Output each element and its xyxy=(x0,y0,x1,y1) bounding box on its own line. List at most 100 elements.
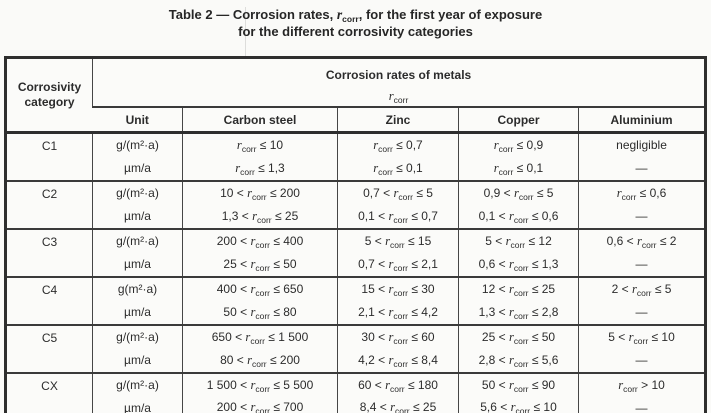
em-dash: — xyxy=(635,257,648,271)
cell-C4-carbon-steel-2: 50 < rcorr ≤ 80 xyxy=(182,300,338,325)
cell-C5-units-1: g/(m²·a) xyxy=(92,323,183,349)
rcorr-subscript: corr xyxy=(255,287,270,298)
rcorr-variable: r xyxy=(247,185,252,200)
rcorr-variable: r xyxy=(616,185,622,200)
cell-C2-zinc-1: 0,7 < rcorr ≤ 5 xyxy=(337,179,459,205)
rcorr-variable: r xyxy=(508,304,514,319)
rcorr-variable: r xyxy=(250,256,256,271)
title-rcorr-variable: r xyxy=(336,7,343,22)
rcorr-subscript: corr xyxy=(240,166,255,177)
rcorr-variable: r xyxy=(493,137,499,152)
rcorr-variable: r xyxy=(236,137,242,152)
table-row-C2-1: C2 g/(m²·a) 10 < rcorr ≤ 200 0,7 < rcorr ≤ … xyxy=(5,179,706,229)
rcorr-variable: r xyxy=(508,256,514,271)
cell-C3-zinc-1: 5 < rcorr ≤ 15 xyxy=(337,227,459,253)
em-dash: — xyxy=(635,305,648,319)
rcorr-subscript: corr xyxy=(390,239,405,250)
cell-C5-zinc-2: 4,2 < rcorr ≤ 8,4 xyxy=(337,348,459,373)
title-line2: for the different corrosivity categories xyxy=(238,24,473,39)
category-cell-C3: C3 xyxy=(5,227,93,277)
cell-C3-copper-1: 5 < rcorr ≤ 12 xyxy=(458,227,579,253)
rcorr-subscript: corr xyxy=(395,406,410,413)
rcorr-subscript: corr xyxy=(498,166,514,177)
category-cell-C5: C5 xyxy=(5,323,93,373)
column-header-zinc: Zinc xyxy=(337,107,459,133)
rcorr-variable: r xyxy=(388,256,394,271)
column-header-unit: Unit xyxy=(125,112,149,127)
rcorr-subscript: corr xyxy=(518,191,534,202)
rcorr-subscript: corr xyxy=(633,335,649,346)
rcorr-subscript: corr xyxy=(513,335,529,346)
rcorr-variable: r xyxy=(247,352,252,367)
cell-CX-zinc-1: 60 < rcorr ≤ 180 xyxy=(337,371,459,397)
table-row-CX-2: µm/a 200 < rcorr ≤ 700 8,4 < rcorr ≤ 25 5,6… xyxy=(6,396,706,413)
cell-C5-copper-1: 25 < rcorr ≤ 50 xyxy=(458,323,579,349)
table-row-C4-2: µm/a 50 < rcorr ≤ 80 2,1 < rcorr ≤ 4,2 1,3 … xyxy=(6,300,706,325)
title-line1-post: , for the first year of exposure xyxy=(358,7,543,22)
cell-C1-units-2: µm/a xyxy=(92,156,183,181)
rcorr-subscript: corr xyxy=(250,335,265,346)
rcorr-variable: r xyxy=(250,233,256,248)
rcorr-variable: r xyxy=(250,400,256,413)
rcorr-variable: r xyxy=(252,208,257,223)
column-header-carbon-steel: Carbon steel xyxy=(182,107,338,133)
rcorr-variable: r xyxy=(388,329,394,344)
cell-C5-carbon-steel-2: 80 < rcorr ≤ 200 xyxy=(182,348,338,373)
em-dash: — xyxy=(635,209,648,223)
cell-C5-copper-2: 2,8 < rcorr ≤ 5,6 xyxy=(458,348,579,373)
cell-C3-carbon-steel-2: 25 < rcorr ≤ 50 xyxy=(182,252,338,277)
cell-CX-units-1: g/(m²·a) xyxy=(92,371,183,397)
metals-group-title: Corrosion rates of metals xyxy=(325,68,472,82)
rcorr-subscript: corr xyxy=(393,335,408,346)
corrosion-rates-table: Corrosivity category Corrosion rates of … xyxy=(4,56,708,413)
cell-C2-aluminium-1: rcorr ≤ 0,6 xyxy=(577,179,706,205)
table-row-C5-2: µm/a 80 < rcorr ≤ 200 4,2 < rcorr ≤ 8,4 2,8… xyxy=(6,348,706,373)
rcorr-subscript: corr xyxy=(378,166,393,177)
rcorr-subscript: corr xyxy=(393,287,408,298)
rcorr-subscript: corr xyxy=(252,358,267,369)
cell-C2-carbon-steel-2: 1,3 < rcorr ≤ 25 xyxy=(182,204,338,229)
rcorr-subscript: corr xyxy=(390,383,405,394)
cell-C2-units-1: g/(m²·a) xyxy=(92,179,183,205)
cell-C1-zinc-2: rcorr ≤ 0,1 xyxy=(337,156,459,181)
category-cell-CX: CX xyxy=(5,371,93,413)
rcorr-variable: r xyxy=(618,377,624,392)
rcorr-variable: r xyxy=(388,89,394,103)
rcorr-subscript: corr xyxy=(241,143,257,154)
cell-C3-aluminium-1: 0,6 < rcorr ≤ 2 xyxy=(577,227,706,253)
rcorr-variable: r xyxy=(636,233,642,248)
cell-C1-carbon-steel-2: rcorr ≤ 1,3 xyxy=(182,156,338,181)
cell-C3-copper-2: 0,6 < rcorr ≤ 1,3 xyxy=(458,252,579,277)
cell-C2-copper-2: 0,1 < rcorr ≤ 0,6 xyxy=(458,204,579,229)
rcorr-subscript: corr xyxy=(641,239,657,250)
rcorr-subscript: corr xyxy=(393,95,409,105)
rcorr-variable: r xyxy=(505,233,511,248)
cell-CX-aluminium-1: rcorr > 10 xyxy=(577,371,706,397)
cell-CX-carbon-steel-2: 200 < rcorr ≤ 700 xyxy=(182,396,338,413)
cell-C3-zinc-2: 0,7 < rcorr ≤ 2,1 xyxy=(337,252,459,277)
rcorr-variable: r xyxy=(631,281,637,296)
cell-C2-copper-1: 0,9 < rcorr ≤ 5 xyxy=(458,179,579,205)
rcorr-subscript: corr xyxy=(513,214,529,225)
rcorr-subscript: corr xyxy=(393,310,408,321)
cell-CX-copper-2: 5,6 < rcorr ≤ 10 xyxy=(458,396,579,413)
cell-C1-aluminium-1: negligible xyxy=(577,131,706,157)
rcorr-subscript: corr xyxy=(513,287,529,298)
rcorr-subscript: corr xyxy=(621,191,637,202)
rcorr-variable: r xyxy=(508,352,514,367)
table-row-C1-1: C1 g/(m²·a) rcorr ≤ 10 rcorr ≤ 0,7 rcorr ≤ 0… xyxy=(5,131,706,181)
cell-CX-copper-1: 50 < rcorr ≤ 90 xyxy=(458,371,579,397)
rcorr-variable: r xyxy=(393,185,399,200)
em-dash: — xyxy=(635,353,648,367)
rcorr-variable: r xyxy=(493,160,499,175)
header-row-group: Corrosivity category Corrosion rates of … xyxy=(6,57,706,109)
cell-CX-aluminium-2: — xyxy=(577,396,706,413)
rcorr-variable: r xyxy=(513,185,519,200)
rcorr-subscript: corr xyxy=(513,358,529,369)
cell-C1-units-1: g/(m²·a) xyxy=(92,131,183,157)
corrosivity-category-header: Corrosivity category xyxy=(17,80,82,109)
rcorr-subscript: corr xyxy=(636,287,652,298)
cell-C4-copper-2: 1,3 < rcorr ≤ 2,8 xyxy=(458,300,579,325)
cell-C2-zinc-2: 0,1 < rcorr ≤ 0,7 xyxy=(337,204,459,229)
cell-C2-aluminium-2: — xyxy=(577,204,706,229)
